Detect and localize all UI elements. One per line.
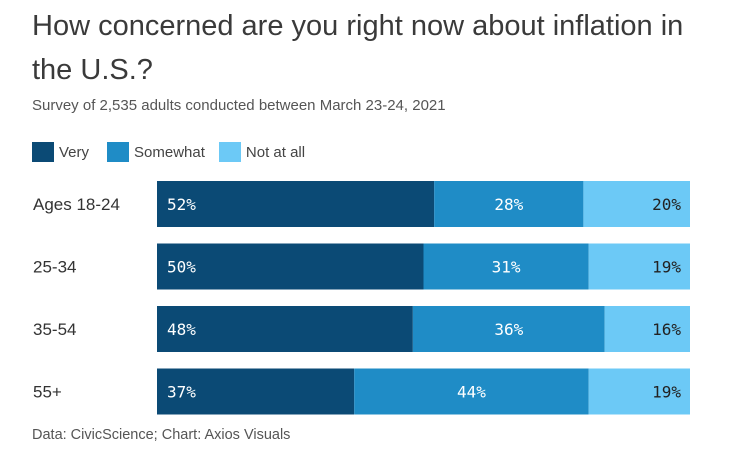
legend-label-somewhat: Somewhat (134, 143, 205, 161)
bar-35-54-not-at-all (604, 306, 690, 352)
bar-35-54-somewhat (412, 306, 605, 352)
bar-25-34-not-at-all (588, 243, 690, 290)
legend-item-very: Very (32, 142, 89, 162)
chart-title: How concerned are you right now about in… (32, 10, 684, 86)
data-label-25-34-somewhat: 31% (492, 258, 521, 277)
legend-item-somewhat: Somewhat (107, 142, 205, 162)
chart-source: Data: CivicScience; Chart: Axios Visuals (32, 427, 291, 443)
data-label-25-34-very: 50% (167, 258, 196, 277)
data-label-55-not-at-all: 19% (652, 383, 681, 402)
chart-subtitle: Survey of 2,535 adults conducted between… (32, 97, 446, 114)
data-label-35-54-not-at-all: 16% (652, 320, 681, 339)
bar-25-34-very (157, 243, 424, 290)
data-label-ages-18-24-somewhat: 28% (494, 195, 523, 214)
bar-ages-18-24-very (157, 181, 435, 227)
bar-55-not-at-all (588, 368, 690, 415)
legend-label-not-at-all: Not at all (245, 143, 306, 161)
data-label-25-34-not-at-all: 19% (652, 258, 681, 277)
legend-label-very: Very (59, 143, 90, 161)
stacked-bar-chart: Ages 18-24 52% 28% 20% 25-34 50% 31% 19% 35-54 48… (33, 181, 690, 415)
legend-swatch-not-at-all (218, 142, 241, 162)
data-label-35-54-somewhat: 36% (494, 320, 523, 339)
legend-swatch-very (32, 142, 54, 162)
category-label-25-34: 25-34 (33, 258, 76, 277)
data-label-55-somewhat: 44% (457, 383, 486, 402)
category-label-55: 55+ (33, 383, 62, 402)
legend-swatch-somewhat (107, 142, 130, 162)
data-label-55-very: 37% (167, 383, 196, 402)
bar-55-somewhat (354, 368, 589, 415)
data-label-ages-18-24-not-at-all: 20% (652, 195, 681, 214)
category-label-ages-18-24: Ages 18-24 (33, 195, 120, 214)
bar-25-34-somewhat (423, 243, 589, 290)
legend-item-not-at-all: Not at all (218, 142, 306, 162)
bar-55-very (157, 368, 355, 415)
bar-ages-18-24-somewhat (434, 181, 584, 227)
bar-ages-18-24-not-at-all (583, 181, 690, 227)
legend: Very Somewhat Not at all (32, 141, 323, 163)
category-label-35-54: 35-54 (33, 320, 76, 339)
bar-35-54-very (157, 306, 413, 352)
data-label-ages-18-24-very: 52% (167, 195, 196, 214)
data-label-35-54-very: 48% (167, 320, 196, 339)
